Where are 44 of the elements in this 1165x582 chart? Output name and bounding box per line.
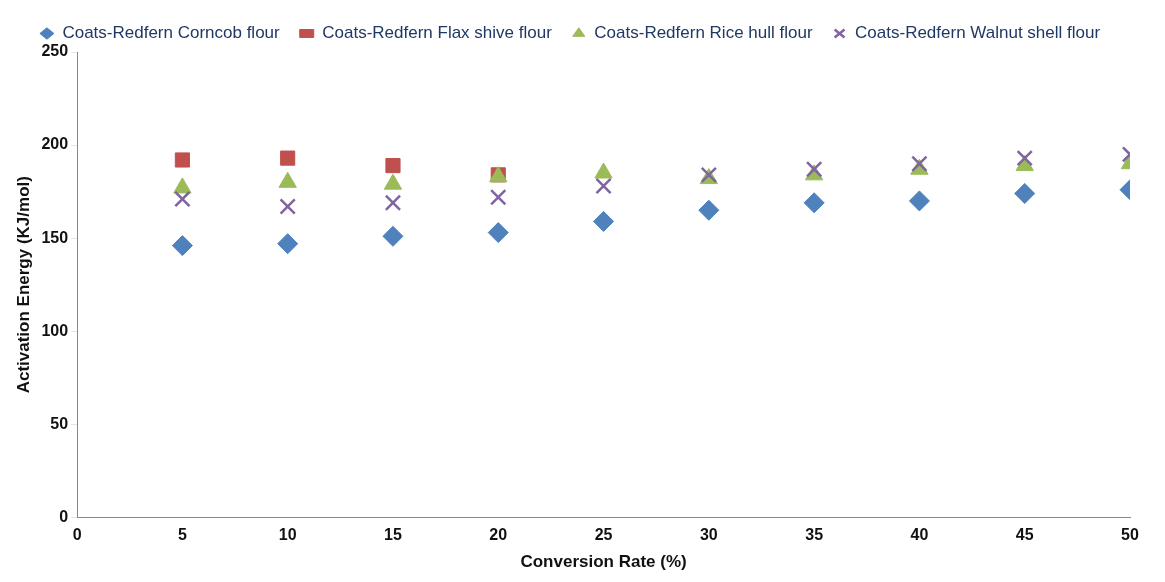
point bbox=[384, 194, 402, 212]
point bbox=[382, 225, 404, 247]
point bbox=[594, 162, 613, 179]
point bbox=[595, 177, 612, 195]
point bbox=[174, 190, 191, 208]
x-tick-label: 40 bbox=[910, 526, 929, 544]
x-tick-label: 45 bbox=[1015, 526, 1034, 544]
point bbox=[174, 152, 190, 168]
y-tick-label: 50 bbox=[50, 414, 69, 432]
point bbox=[280, 150, 296, 166]
point bbox=[698, 199, 720, 221]
x-tick-label: 15 bbox=[384, 526, 402, 544]
point bbox=[593, 210, 615, 232]
x-tick-label: 35 bbox=[805, 526, 824, 544]
x-tick-label: 20 bbox=[489, 526, 508, 544]
legend-label: Coats-Redfern Walnut shell flour bbox=[855, 23, 1101, 43]
point bbox=[803, 192, 825, 214]
y-tick-label: 150 bbox=[41, 228, 69, 246]
x-axis-title: Conversion Rate (%) bbox=[520, 552, 687, 572]
x-tick-label: 0 bbox=[72, 526, 82, 544]
x-tick-label: 30 bbox=[699, 526, 718, 544]
y-tick-label: 0 bbox=[59, 507, 69, 525]
point bbox=[277, 233, 299, 255]
point bbox=[1014, 182, 1036, 204]
y-axis-title: Activation Energy (KJ/mol) bbox=[13, 176, 33, 394]
point bbox=[487, 222, 509, 244]
x-tick-label: 10 bbox=[278, 526, 297, 544]
point bbox=[908, 190, 930, 212]
point bbox=[1016, 149, 1034, 167]
point bbox=[279, 198, 296, 215]
point bbox=[489, 188, 507, 206]
point bbox=[805, 160, 823, 178]
legend-label: Coats-Redfern Rice hull flour bbox=[594, 23, 813, 43]
y-tick-label: 100 bbox=[41, 321, 69, 339]
x-tick-label: 50 bbox=[1121, 526, 1139, 544]
x-tick-label: 25 bbox=[594, 526, 613, 544]
y-tick-label: 200 bbox=[41, 135, 69, 153]
point bbox=[171, 235, 193, 257]
x-tick-label: 5 bbox=[177, 526, 187, 544]
legend-label: Coats-Redfern Flax shive flour bbox=[322, 23, 553, 43]
point bbox=[385, 157, 401, 174]
legend-label: Coats-Redfern Corncob flour bbox=[62, 23, 281, 43]
point bbox=[173, 177, 192, 194]
y-tick-label: 250 bbox=[41, 42, 69, 60]
